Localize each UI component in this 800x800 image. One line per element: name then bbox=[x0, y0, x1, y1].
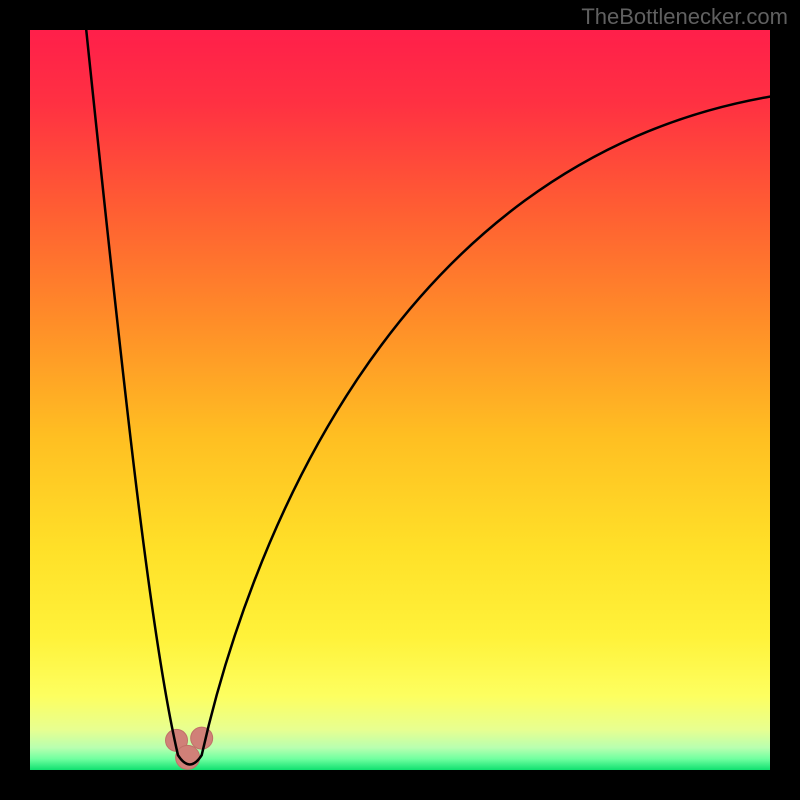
chart-background-gradient bbox=[0, 0, 800, 800]
plot-area-gradient bbox=[30, 30, 770, 770]
watermark-text: TheBottlenecker.com bbox=[581, 4, 788, 30]
bottleneck-chart: TheBottlenecker.com bbox=[0, 0, 800, 800]
